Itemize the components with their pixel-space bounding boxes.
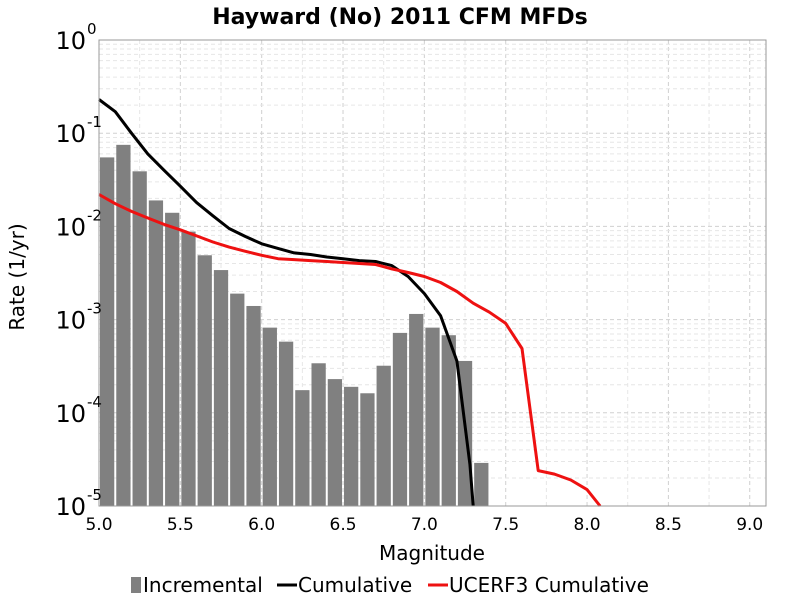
bar-incremental	[295, 390, 310, 506]
incremental-bars	[100, 144, 489, 506]
y-tick-exponent: -2	[87, 206, 102, 224]
x-tick-label: 9.0	[736, 515, 763, 535]
y-tick-label: 10 -4	[55, 393, 102, 428]
bar-incremental	[360, 393, 375, 506]
bar-incremental	[132, 171, 147, 506]
y-tick-base: 10	[55, 213, 86, 241]
y-tick-base: 10	[55, 307, 86, 335]
y-tick-base: 10	[55, 27, 86, 55]
x-tick-label: 6.0	[248, 515, 275, 535]
cumulative-lines	[98, 98, 602, 507]
x-tick-label: 7.0	[411, 515, 438, 535]
line-ucerf3-cumulative	[98, 193, 602, 507]
y-tick-exponent: 0	[87, 20, 97, 38]
y-axis-label: Rate (1/yr)	[5, 223, 29, 330]
legend-item-cumulative: Cumulative	[277, 573, 412, 597]
bar-incremental	[425, 327, 440, 506]
y-tick-exponent: -3	[87, 300, 102, 318]
bar-incremental	[213, 270, 229, 506]
legend-swatch-incremental	[131, 577, 141, 593]
x-tick-label: 5.0	[85, 515, 112, 535]
bar-incremental	[327, 379, 343, 506]
y-tick-base: 10	[55, 493, 86, 521]
x-tick-label: 8.5	[655, 515, 682, 535]
bar-incremental	[344, 386, 359, 506]
x-tick-labels: 5.0 5.5 6.0 6.5 7.0 7.5 8.0 8.5 9.0	[85, 515, 763, 535]
legend: Incremental Cumulative UCERF3 Cumulative	[131, 573, 649, 597]
plot-frame	[98, 39, 767, 507]
y-tick-label: 10 -2	[55, 206, 102, 241]
bar-incremental	[441, 335, 456, 506]
bar-incremental	[311, 363, 326, 506]
y-tick-base: 10	[55, 400, 86, 428]
bar-incremental	[181, 231, 196, 506]
bar-incremental	[278, 341, 294, 506]
bar-incremental	[165, 212, 180, 506]
bar-incremental	[230, 293, 245, 506]
grid-lines	[99, 40, 766, 506]
bar-incremental	[246, 305, 261, 506]
bar-incremental	[100, 157, 115, 506]
y-tick-label: 10 -1	[55, 113, 102, 148]
chart-title: Hayward (No) 2011 CFM MFDs	[212, 5, 588, 30]
line-cumulative	[98, 98, 475, 507]
y-tick-exponent: -4	[87, 393, 102, 411]
y-tick-label: 10 -5	[55, 486, 102, 521]
y-tick-label: 10 0	[55, 20, 96, 55]
x-tick-label: 7.5	[492, 515, 519, 535]
x-tick-label: 8.0	[574, 515, 601, 535]
legend-label-cumulative: Cumulative	[298, 573, 412, 597]
bar-incremental	[392, 332, 408, 506]
bar-incremental	[376, 365, 391, 506]
legend-label-ucerf3: UCERF3 Cumulative	[449, 573, 649, 597]
bar-incremental	[148, 200, 164, 506]
legend-item-ucerf3: UCERF3 Cumulative	[428, 573, 649, 597]
legend-item-incremental: Incremental	[131, 573, 263, 597]
x-tick-label: 5.5	[167, 515, 194, 535]
legend-label-incremental: Incremental	[143, 573, 263, 597]
x-tick-label: 6.5	[330, 515, 357, 535]
bar-incremental	[197, 255, 212, 506]
bar-incremental	[262, 327, 277, 506]
x-axis-label: Magnitude	[379, 541, 485, 565]
y-tick-exponent: -5	[87, 486, 102, 504]
bar-incremental	[116, 144, 131, 506]
y-tick-base: 10	[55, 120, 86, 148]
bar-incremental	[474, 462, 489, 506]
y-tick-exponent: -1	[87, 113, 102, 131]
bar-incremental	[409, 313, 424, 506]
y-tick-label: 10 -3	[55, 300, 102, 335]
